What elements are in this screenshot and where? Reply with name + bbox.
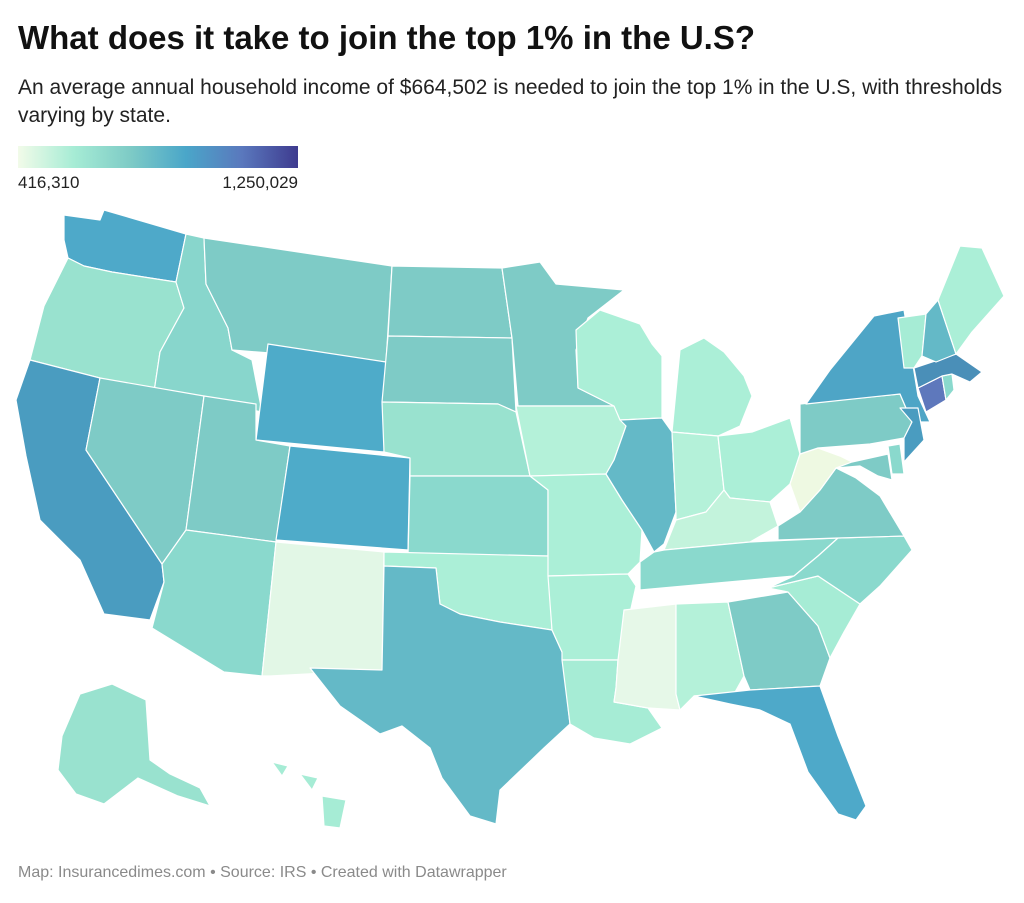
state-vt[interactable] — [897, 313, 927, 369]
state-mi[interactable] — [671, 337, 753, 437]
state-de[interactable] — [887, 443, 905, 475]
color-legend: 416,310 1,250,029 — [18, 146, 298, 196]
state-nc[interactable] — [767, 535, 913, 605]
state-nj[interactable] — [899, 407, 925, 463]
state-nd[interactable] — [387, 265, 513, 339]
state-ma[interactable] — [913, 353, 983, 389]
legend-min-label: 416,310 — [18, 173, 80, 192]
state-il[interactable] — [605, 417, 677, 553]
state-wi[interactable] — [575, 309, 663, 421]
us-state-map — [0, 200, 1024, 840]
state-nh[interactable] — [921, 299, 957, 363]
state-co[interactable] — [275, 445, 411, 551]
state-ms[interactable] — [613, 603, 681, 711]
state-ks[interactable] — [407, 475, 549, 557]
map-subtitle: An average annual household income of $6… — [18, 76, 1003, 127]
state-me[interactable] — [937, 245, 1005, 355]
state-ny[interactable] — [805, 309, 931, 423]
map-title: What does it take to join the top 1% in … — [18, 19, 756, 56]
state-hi[interactable] — [271, 761, 347, 829]
state-tx[interactable] — [309, 565, 571, 825]
legend-gradient-bar — [18, 146, 298, 168]
state-wy[interactable] — [255, 343, 387, 453]
state-az[interactable] — [151, 529, 277, 677]
state-ia[interactable] — [515, 405, 627, 477]
state-sd[interactable] — [381, 335, 517, 413]
state-mn[interactable] — [501, 261, 625, 407]
state-ak[interactable] — [57, 683, 211, 807]
state-md[interactable] — [835, 453, 893, 481]
map-footer-credits: Map: Insurancedimes.com • Source: IRS • … — [18, 864, 507, 881]
state-nm[interactable] — [261, 541, 385, 677]
state-mt[interactable] — [203, 237, 393, 363]
state-fl[interactable] — [693, 685, 867, 821]
us-map-svg — [15, 209, 1005, 829]
legend-max-label: 1,250,029 — [222, 173, 298, 192]
